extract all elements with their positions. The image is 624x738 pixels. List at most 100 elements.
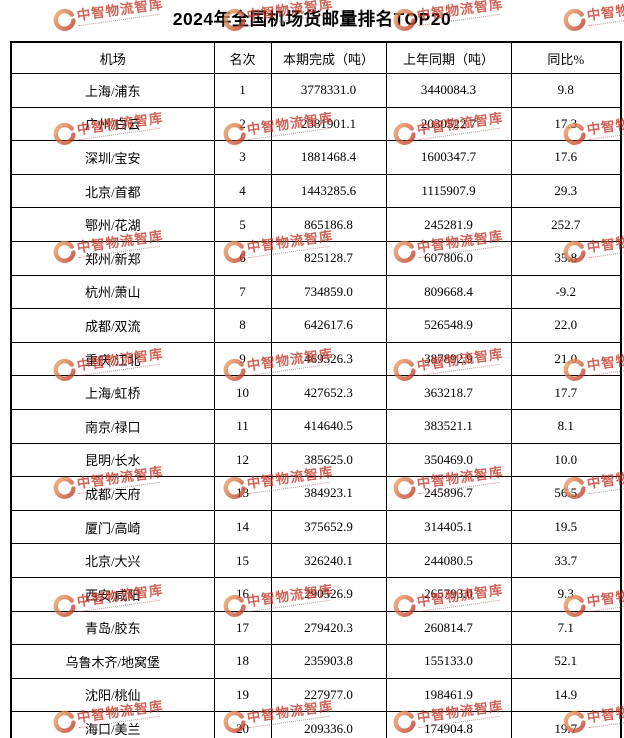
rank-cell: 6 [213, 240, 272, 276]
airport-cell: 成都/天府 [10, 476, 215, 511]
airport-cell: 海口/美兰 [10, 711, 215, 738]
yoy-cell: 17.7 [510, 375, 622, 410]
airport-cell: 南京/禄口 [10, 408, 215, 444]
airport-cell: 郑州/新郑 [10, 240, 215, 276]
current-cell: 1443285.6 [270, 173, 387, 209]
table-row: 深圳/宝安 3 1881468.4 1600347.7 17.6 [10, 140, 622, 175]
current-cell: 427652.3 [270, 375, 387, 410]
current-cell: 414640.5 [270, 408, 387, 444]
current-cell: 209336.0 [270, 711, 387, 738]
rank-cell: 19 [213, 677, 272, 713]
current-cell: 279420.3 [270, 610, 387, 646]
airport-cell: 广州/白云 [10, 106, 215, 142]
table-row: 郑州/新郑 6 825128.7 607806.0 35.8 [10, 240, 622, 276]
column-header-yoy: 同比% [510, 41, 622, 74]
current-cell: 375652.9 [270, 509, 387, 545]
airport-cell: 北京/首都 [10, 173, 215, 209]
rank-cell: 12 [213, 442, 272, 478]
table-row: 上海/虹桥 10 427652.3 363218.7 17.7 [10, 375, 622, 410]
rank-cell: 11 [213, 408, 272, 444]
table-row: 昆明/长水 12 385625.0 350469.0 10.0 [10, 442, 622, 478]
current-cell: 865186.8 [270, 207, 387, 242]
previous-cell: 383521.1 [385, 408, 512, 444]
yoy-cell: -9.2 [510, 274, 622, 310]
rank-cell: 17 [213, 610, 272, 646]
current-cell: 235903.8 [270, 644, 387, 679]
airport-cell: 青岛/胶东 [10, 610, 215, 646]
table-row: 广州/白云 2 2381901.1 2030522.7 17.3 [10, 106, 622, 142]
yoy-cell: 8.1 [510, 408, 622, 444]
table-row: 成都/双流 8 642617.6 526548.9 22.0 [10, 308, 622, 343]
rank-cell: 14 [213, 509, 272, 545]
current-cell: 1881468.4 [270, 140, 387, 175]
rank-cell: 1 [213, 73, 272, 108]
current-cell: 2381901.1 [270, 106, 387, 142]
table-row: 沈阳/桃仙 19 227977.0 198461.9 14.9 [10, 677, 622, 713]
airport-cell: 厦门/高崎 [10, 509, 215, 545]
rank-cell: 7 [213, 274, 272, 310]
previous-cell: 350469.0 [385, 442, 512, 478]
table-row: 成都/天府 13 384923.1 245896.7 56.5 [10, 476, 622, 511]
airport-cell: 上海/浦东 [10, 73, 215, 108]
table-header-row: 机场 名次 本期完成（吨） 上年同期（吨） 同比% [10, 41, 622, 74]
yoy-cell: 35.8 [510, 240, 622, 276]
airport-cell: 重庆/江北 [10, 341, 215, 377]
previous-cell: 3440084.3 [385, 73, 512, 108]
yoy-cell: 29.3 [510, 173, 622, 209]
previous-cell: 265793.0 [385, 576, 512, 612]
column-header-current: 本期完成（吨） [270, 41, 387, 74]
airport-cell: 昆明/长水 [10, 442, 215, 478]
table-row: 鄂州/花湖 5 865186.8 245281.9 252.7 [10, 207, 622, 242]
ranking-table: 机场 名次 本期完成（吨） 上年同期（吨） 同比% 上海/浦东 1 3778331.… [10, 41, 622, 738]
current-cell: 290526.9 [270, 576, 387, 612]
page-title: 2024年全国机场货邮量排名TOP20 [172, 9, 452, 29]
current-cell: 734859.0 [270, 274, 387, 310]
yoy-cell: 19.5 [510, 509, 622, 545]
rank-cell: 3 [213, 140, 272, 175]
yoy-cell: 10.0 [510, 442, 622, 478]
previous-cell: 2030522.7 [385, 106, 512, 142]
table-row: 乌鲁木齐/地窝堡 18 235903.8 155133.0 52.1 [10, 644, 622, 679]
rank-cell: 16 [213, 576, 272, 612]
column-header-previous: 上年同期（吨） [385, 41, 512, 74]
airport-cell: 鄂州/花湖 [10, 207, 215, 242]
yoy-cell: 252.7 [510, 207, 622, 242]
current-cell: 326240.1 [270, 543, 387, 578]
previous-cell: 363218.7 [385, 375, 512, 410]
table-row: 北京/大兴 15 326240.1 244080.5 33.7 [10, 543, 622, 578]
yoy-cell: 56.5 [510, 476, 622, 511]
rank-cell: 8 [213, 308, 272, 343]
yoy-cell: 17.3 [510, 106, 622, 142]
rank-cell: 9 [213, 341, 272, 377]
previous-cell: 155133.0 [385, 644, 512, 679]
airport-cell: 乌鲁木齐/地窝堡 [10, 644, 215, 679]
airport-cell: 西安/咸阳 [10, 576, 215, 612]
yoy-cell: 14.9 [510, 677, 622, 713]
airport-cell: 成都/双流 [10, 308, 215, 343]
table-row: 北京/首都 4 1443285.6 1115907.9 29.3 [10, 173, 622, 209]
rank-cell: 4 [213, 173, 272, 209]
previous-cell: 245281.9 [385, 207, 512, 242]
rank-cell: 5 [213, 207, 272, 242]
airport-cell: 沈阳/桃仙 [10, 677, 215, 713]
table-row: 杭州/萧山 7 734859.0 809668.4 -9.2 [10, 274, 622, 310]
airport-cell: 上海/虹桥 [10, 375, 215, 410]
airport-cell: 杭州/萧山 [10, 274, 215, 310]
yoy-cell: 9.3 [510, 576, 622, 612]
yoy-cell: 19.7 [510, 711, 622, 738]
previous-cell: 174904.8 [385, 711, 512, 738]
table-row: 南京/禄口 11 414640.5 383521.1 8.1 [10, 408, 622, 444]
previous-cell: 198461.9 [385, 677, 512, 713]
rank-cell: 20 [213, 711, 272, 738]
yoy-cell: 52.1 [510, 644, 622, 679]
rank-cell: 2 [213, 106, 272, 142]
yoy-cell: 22.0 [510, 308, 622, 343]
previous-cell: 387892.9 [385, 341, 512, 377]
previous-cell: 314405.1 [385, 509, 512, 545]
current-cell: 3778331.0 [270, 73, 387, 108]
yoy-cell: 21.0 [510, 341, 622, 377]
yoy-cell: 33.7 [510, 543, 622, 578]
table-row: 上海/浦东 1 3778331.0 3440084.3 9.8 [10, 73, 622, 108]
column-header-rank: 名次 [213, 41, 272, 74]
